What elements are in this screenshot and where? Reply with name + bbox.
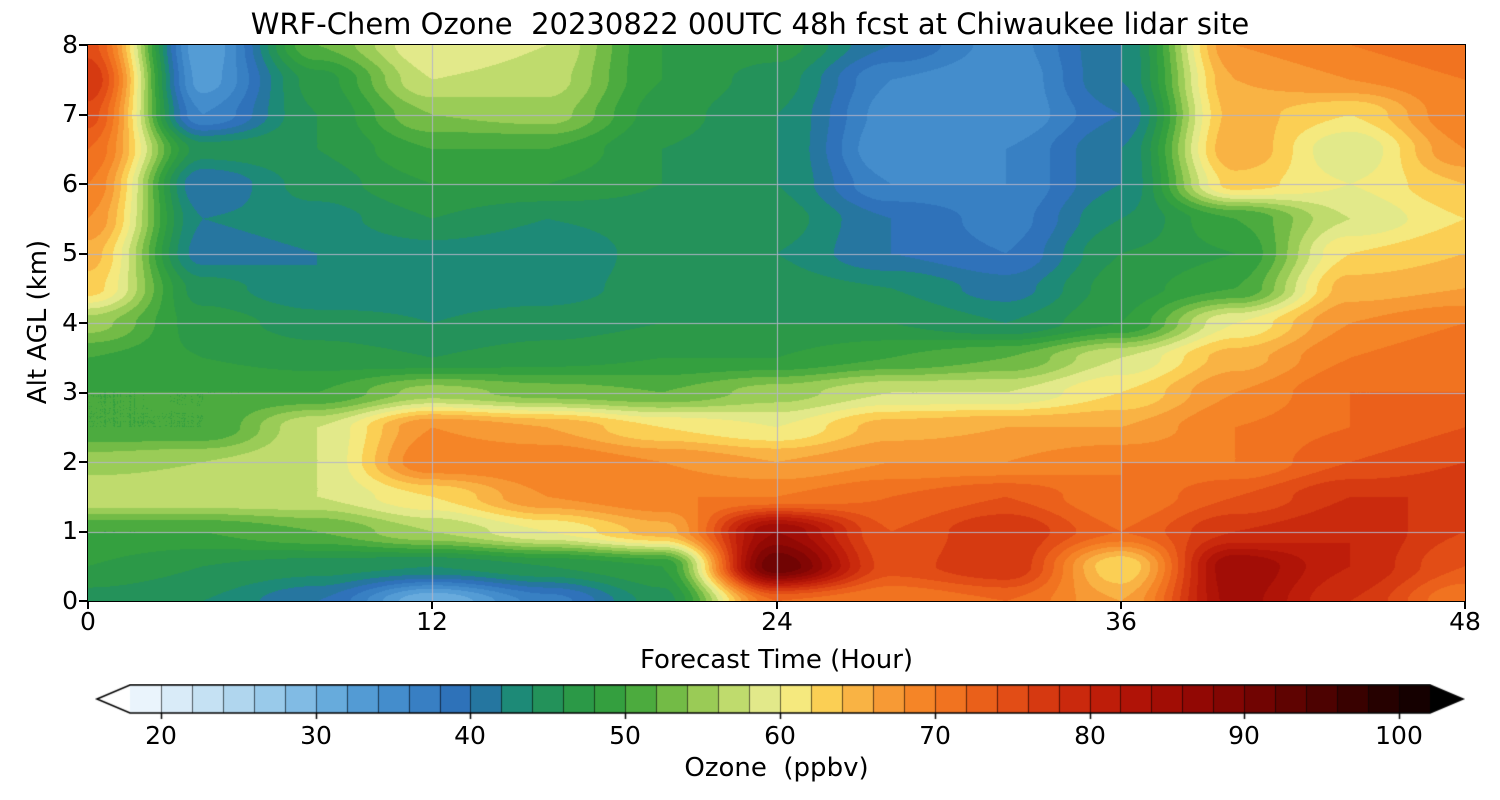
x-tick-label-24: 24 [761,607,793,636]
y-tick-mark [79,322,87,324]
y-tick-label-3: 3 [62,377,78,406]
colorbar-tick-label-60: 60 [764,721,796,750]
y-tick-mark [79,461,87,463]
x-tick-mark [87,601,89,609]
x-tick-mark [1464,601,1466,609]
y-tick-label-4: 4 [62,308,78,337]
colorbar-label: Ozone (ppbv) [684,753,869,783]
colorbar-canvas [95,684,1465,722]
y-tick-mark [79,252,87,255]
y-tick-mark [79,391,87,394]
colorbar-tick-label-90: 90 [1228,721,1260,750]
plot-area [87,44,1466,602]
colorbar-tick-label-20: 20 [145,721,177,750]
colorbar-tick-label-40: 40 [454,721,486,750]
x-tick-label-12: 12 [416,607,448,636]
y-tick-label-7: 7 [62,99,78,128]
y-tick-label-8: 8 [62,30,78,59]
colorbar-tick-label-70: 70 [919,721,951,750]
y-tick-mark [79,113,87,116]
x-tick-label-0: 0 [80,607,96,636]
y-tick-label-5: 5 [62,238,78,267]
y-tick-mark [79,600,87,602]
colorbar-tick-label-50: 50 [609,721,641,750]
x-tick-mark [775,601,778,609]
y-tick-mark [79,530,87,533]
colorbar-tick-label-100: 100 [1375,721,1423,750]
x-tick-label-48: 48 [1449,607,1481,636]
y-tick-mark [79,44,87,46]
y-tick-label-6: 6 [62,169,78,198]
x-tick-mark [431,601,434,609]
colorbar-tick-label-80: 80 [1074,721,1106,750]
x-tick-label-36: 36 [1105,607,1137,636]
colorbar-tick-label-30: 30 [300,721,332,750]
y-tick-label-2: 2 [62,447,78,476]
ozone-heatmap-canvas [88,45,1465,601]
y-tick-mark [79,183,87,185]
x-axis-label: Forecast Time (Hour) [639,645,914,675]
chart-title: WRF-Chem Ozone 20230822 00UTC 48h fcst a… [250,7,1250,41]
y-tick-label-0: 0 [62,586,78,615]
y-tick-label-1: 1 [62,516,78,545]
x-tick-mark [1119,601,1122,609]
